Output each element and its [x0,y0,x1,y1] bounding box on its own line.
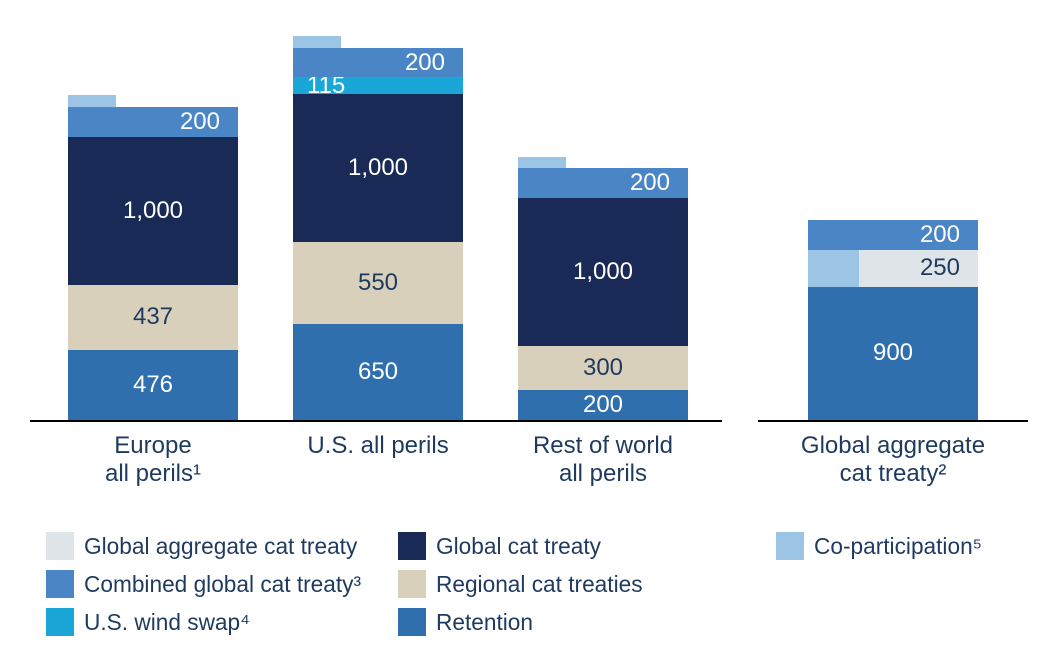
legend-item-us_wind_swap: U.S. wind swap⁴ [46,608,250,636]
value-label: 200 [405,49,445,77]
legend-swatch [398,608,426,636]
legend-item-retention: Retention [398,608,533,636]
seg-global_agg-retention: 900 [808,287,978,420]
seg-us-us_wind_swap: 115 [293,77,463,94]
seg-us-regional_cat_treaties: 550 [293,242,463,323]
baseline-right [758,420,1028,422]
chart-stage: 4764371,0002006505501,0001152002003001,0… [0,0,1048,650]
legend-label: Global aggregate cat treaty [84,533,357,560]
value-label: 900 [873,339,913,367]
legend-item-regional_cat_treaties: Regional cat treaties [398,570,643,598]
legend-swatch [46,532,74,560]
legend-swatch [776,532,804,560]
seg-us-global_cat_treaty: 1,000 [293,94,463,242]
value-label: 300 [583,354,623,382]
legend-label: Global cat treaty [436,533,601,560]
value-label: 476 [133,371,173,399]
value-label: 650 [358,358,398,386]
legend-swatch [46,570,74,598]
value-label: 200 [180,108,220,136]
seg-us-co_participation [293,36,341,48]
legend-item-co_participation: Co-participation⁵ [776,532,982,560]
legend-label: Combined global cat treaty³ [84,571,361,598]
value-label: 200 [920,221,960,249]
category-label-europe: Europe all perils¹ [43,432,263,488]
value-label: 200 [583,391,623,419]
category-label-global_agg: Global aggregate cat treaty² [783,432,1003,488]
seg-us-retention: 650 [293,324,463,420]
seg-europe-co_participation [68,95,116,107]
value-label: 437 [133,303,173,331]
legend-item-global_aggregate_cat_treaty: Global aggregate cat treaty [46,532,357,560]
seg-europe-regional_cat_treaties: 437 [68,285,238,350]
legend-label: Retention [436,609,533,636]
seg-row-co_participation [518,157,566,169]
legend-swatch [46,608,74,636]
seg-global_agg-co_participation [808,250,859,287]
value-label: 200 [630,169,670,197]
seg-row-global_cat_treaty: 1,000 [518,198,688,346]
value-label: 1,000 [573,258,633,286]
legend-swatch [398,532,426,560]
seg-row-retention: 200 [518,390,688,420]
legend-item-global_cat_treaty: Global cat treaty [398,532,601,560]
seg-row-combined_global_cat_treaty: 200 [518,168,688,198]
seg-row-regional_cat_treaties: 300 [518,346,688,390]
legend-swatch [398,570,426,598]
seg-us-combined_global_cat_treaty: 200 [293,48,463,78]
value-label: 1,000 [123,197,183,225]
category-label-row: Rest of world all perils [493,432,713,488]
seg-europe-global_cat_treaty: 1,000 [68,137,238,285]
legend-label: U.S. wind swap⁴ [84,609,250,636]
value-label: 1,000 [348,154,408,182]
seg-global_agg-combined_global_cat_treaty: 200 [808,220,978,250]
value-label: 250 [920,254,960,282]
seg-europe-combined_global_cat_treaty: 200 [68,107,238,137]
legend-item-combined_global_cat_treaty: Combined global cat treaty³ [46,570,361,598]
category-label-us: U.S. all perils [268,432,488,460]
legend-label: Co-participation⁵ [814,533,982,560]
baseline-left [30,420,722,422]
value-label: 550 [358,269,398,297]
seg-europe-retention: 476 [68,350,238,420]
legend-label: Regional cat treaties [436,571,643,598]
